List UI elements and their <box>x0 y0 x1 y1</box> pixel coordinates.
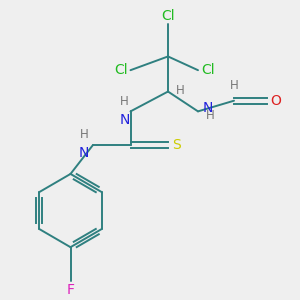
Text: N: N <box>119 113 130 127</box>
Text: Cl: Cl <box>114 63 128 77</box>
Text: N: N <box>202 101 213 115</box>
Text: H: H <box>80 128 88 141</box>
Text: H: H <box>120 95 129 108</box>
Text: H: H <box>206 110 214 122</box>
Text: F: F <box>67 283 74 297</box>
Text: Cl: Cl <box>201 63 214 77</box>
Text: O: O <box>271 94 281 108</box>
Text: H: H <box>230 79 238 92</box>
Text: N: N <box>78 146 88 161</box>
Text: H: H <box>176 83 184 97</box>
Text: S: S <box>172 138 181 152</box>
Text: Cl: Cl <box>161 9 175 23</box>
